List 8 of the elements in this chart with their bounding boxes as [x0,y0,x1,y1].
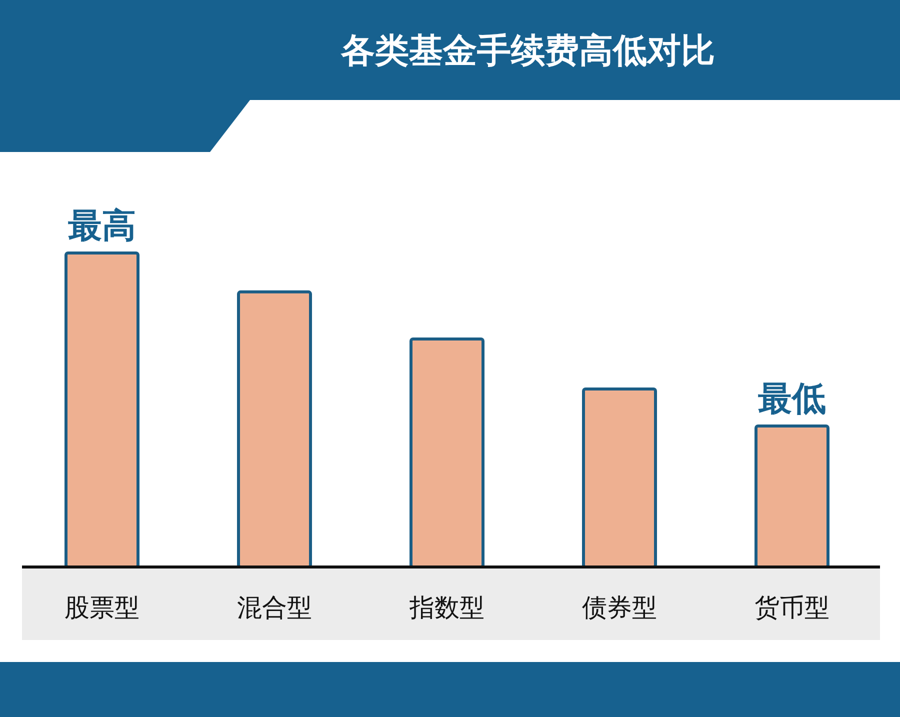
annotation: 最高 [68,206,136,246]
annotation: 最低 [758,379,826,420]
x-tick-label: 债券型 [582,593,657,622]
x-tick-label: 股票型 [64,593,140,622]
x-tick-label: 货币型 [754,593,830,622]
x-tick-label: 混合型 [237,593,312,622]
chart-title: 各类基金手续费高低对比 [340,31,715,71]
x-tick-label: 指数型 [408,593,484,622]
